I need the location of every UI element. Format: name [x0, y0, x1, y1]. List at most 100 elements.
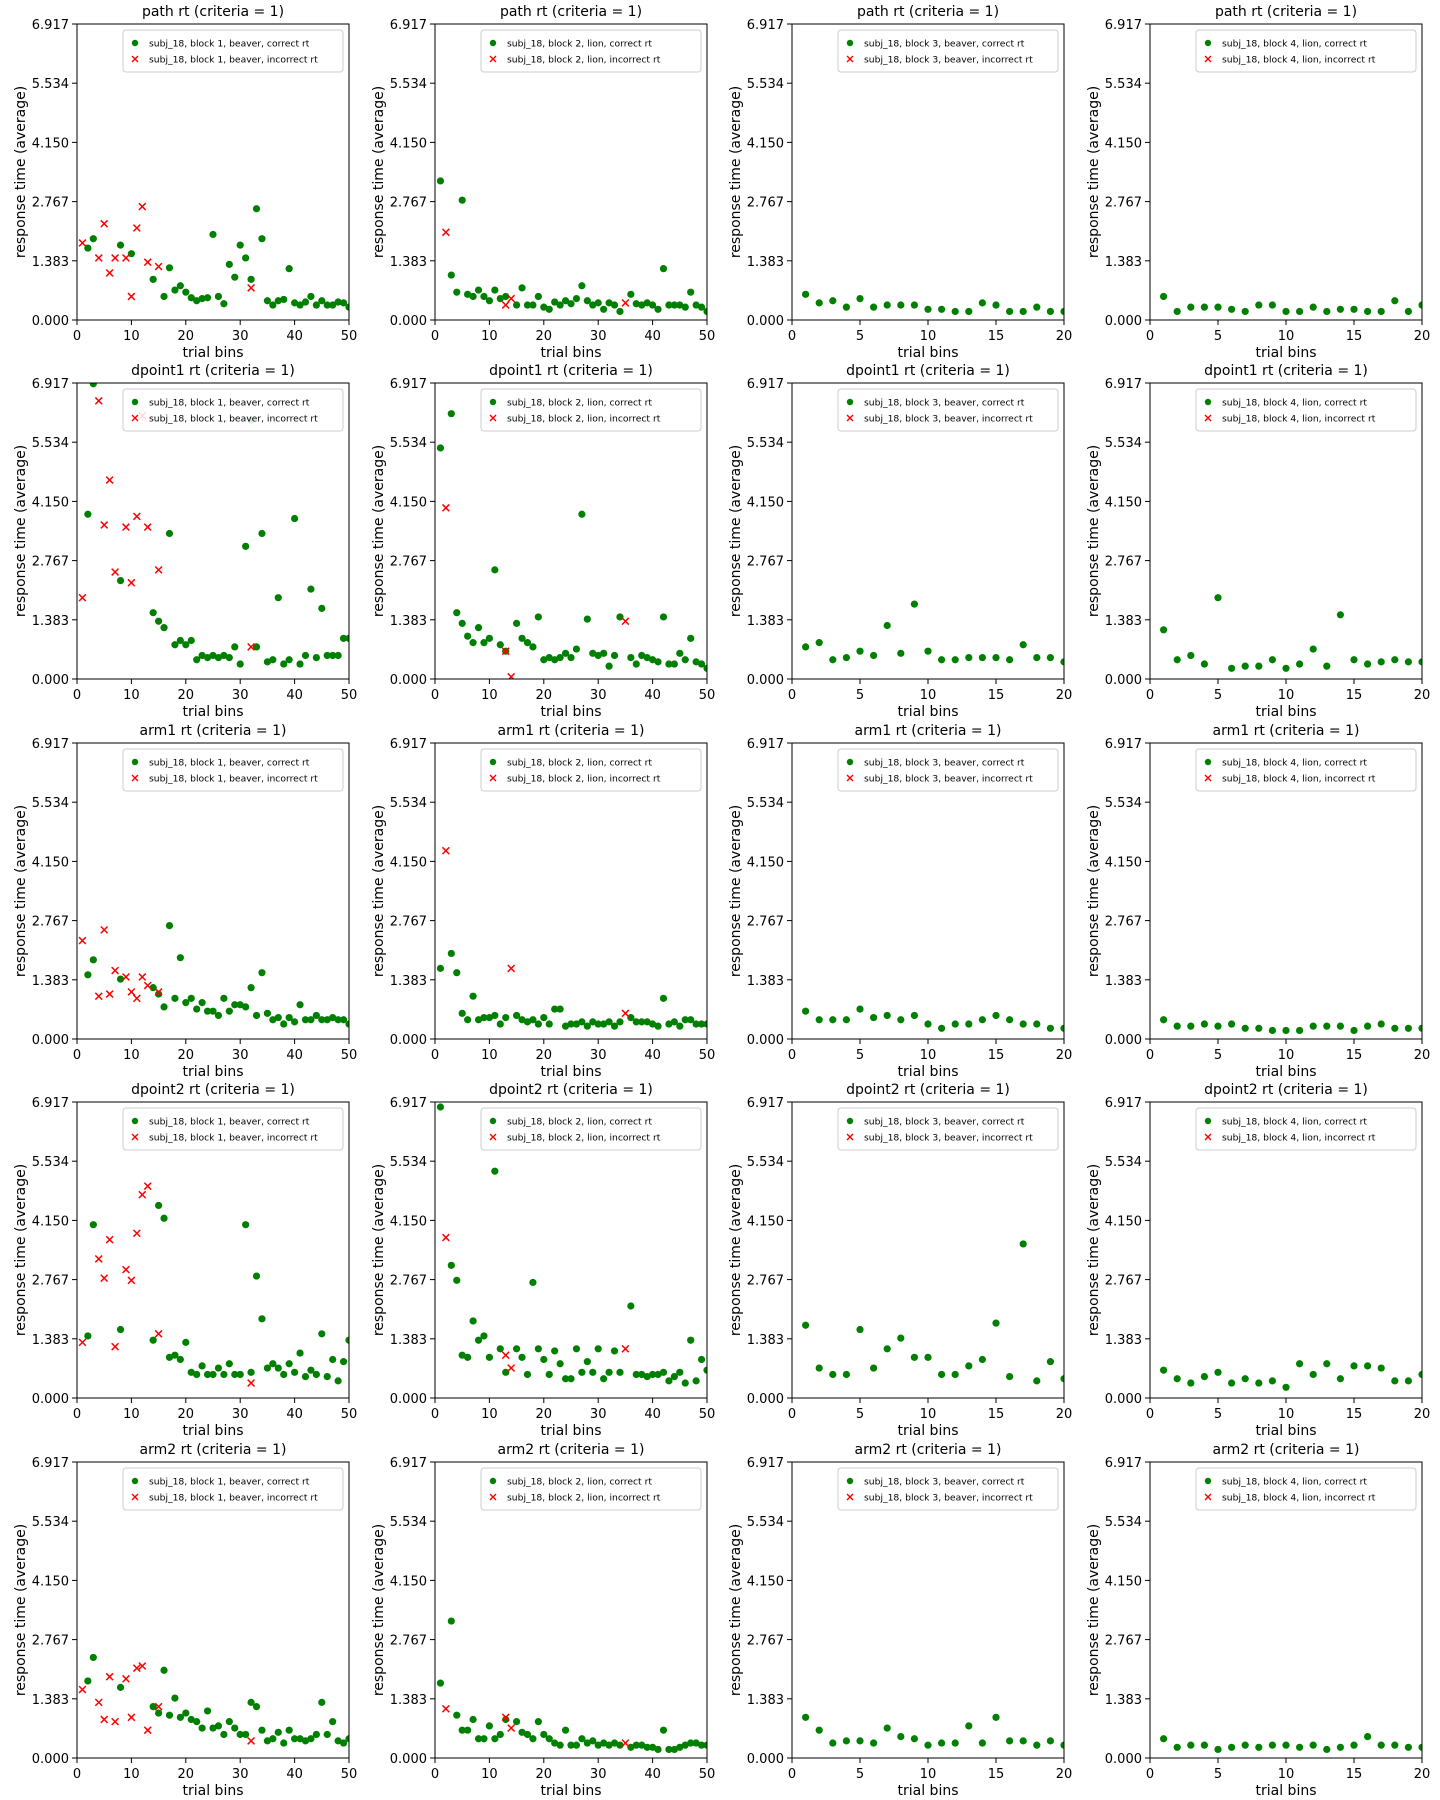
- data-point-correct: [540, 656, 548, 664]
- data-point-correct: [1033, 1020, 1041, 1028]
- y-tick-label: 4.150: [32, 1574, 69, 1589]
- data-point-correct: [951, 1370, 959, 1379]
- x-tick-label: 20: [1056, 1407, 1073, 1422]
- data-point-correct: [225, 1007, 233, 1015]
- data-point-incorrect: [143, 523, 152, 532]
- plot-area: [1160, 1733, 1422, 1754]
- data-point-correct: [924, 1020, 932, 1028]
- data-point-correct: [155, 1709, 163, 1717]
- data-point-correct: [436, 964, 445, 972]
- data-point-correct: [464, 1016, 472, 1024]
- data-point-correct: [242, 1221, 250, 1229]
- legend-entry: subj_18, block 1, beaver, incorrect rt: [149, 1493, 318, 1504]
- data-point-correct: [534, 613, 542, 621]
- data-point-correct: [345, 303, 349, 311]
- plot-area: [1160, 1016, 1422, 1035]
- y-tick-label: 5.534: [32, 77, 69, 92]
- legend: subj_18, block 2, lion, correct rt subj_1…: [480, 1467, 702, 1511]
- data-point-correct: [567, 654, 575, 662]
- x-tick-label: 50: [341, 688, 358, 703]
- data-point-correct: [703, 664, 707, 672]
- y-tick-label: 1.383: [32, 974, 69, 989]
- y-tick-label: 1.383: [1105, 1693, 1142, 1708]
- subplot-11: arm1 rt (criteria = 1) 0.000 1.383 2.767 4.1…: [728, 723, 1072, 1080]
- data-point-correct: [1336, 1022, 1344, 1030]
- legend-marker-correct: [846, 1477, 854, 1485]
- y-axis-label: response time (average): [13, 1164, 29, 1336]
- y-tick-label: 5.534: [1105, 436, 1142, 451]
- data-point-correct: [296, 301, 304, 309]
- data-point-correct: [485, 1722, 493, 1730]
- subplot-title: arm1 rt (criteria = 1): [140, 723, 287, 739]
- data-point-correct: [1350, 305, 1358, 313]
- data-point-correct: [540, 1730, 548, 1739]
- data-point-incorrect: [507, 1364, 516, 1372]
- y-tick-label: 5.534: [747, 436, 784, 451]
- x-tick-label: 0: [431, 1407, 439, 1422]
- data-point-correct: [897, 649, 905, 657]
- data-point-correct: [339, 1016, 348, 1024]
- axes-frame: [76, 23, 350, 321]
- data-point-correct: [1336, 1375, 1344, 1383]
- data-point-correct: [545, 1020, 553, 1028]
- legend-box: [122, 29, 344, 73]
- data-point-correct: [187, 636, 195, 645]
- data-point-correct: [924, 1353, 932, 1361]
- data-point-correct: [856, 1005, 864, 1013]
- data-point-correct: [116, 1325, 125, 1334]
- data-point-correct: [329, 1355, 337, 1364]
- x-tick-label: 0: [788, 1767, 796, 1782]
- data-point-correct: [491, 1735, 499, 1743]
- data-point-correct: [802, 643, 810, 651]
- data-point-correct: [842, 303, 851, 311]
- legend-marker-correct: [489, 39, 497, 47]
- data-point-correct: [203, 1370, 212, 1379]
- data-point-correct: [659, 1368, 668, 1376]
- data-point-correct: [220, 1730, 228, 1739]
- data-point-correct: [291, 1735, 299, 1743]
- legend-marker-correct: [489, 398, 497, 406]
- data-point-correct: [296, 660, 304, 668]
- data-point-correct: [1046, 1024, 1054, 1032]
- data-point-correct: [334, 298, 342, 306]
- y-tick-label: 1.383: [747, 255, 784, 270]
- data-point-correct: [523, 1730, 532, 1739]
- data-point-correct: [523, 1370, 532, 1379]
- x-axis-label: trial bins: [1256, 704, 1317, 720]
- data-point-correct: [1323, 307, 1331, 316]
- plot-area: [802, 600, 1064, 666]
- data-point-correct: [312, 1730, 320, 1739]
- data-point-correct: [1350, 656, 1358, 664]
- data-point-correct: [910, 1011, 919, 1020]
- legend-marker-correct: [1204, 398, 1212, 406]
- x-tick-label: 40: [644, 1048, 661, 1063]
- data-point-correct: [491, 566, 499, 574]
- x-tick-label: 20: [178, 329, 195, 344]
- legend-entry: subj_18, block 2, lion, incorrect rt: [507, 1493, 661, 1504]
- data-point-correct: [447, 410, 455, 418]
- y-axis-label: response time (average): [371, 86, 387, 258]
- y-tick-label: 2.767: [747, 1274, 784, 1289]
- y-tick-label: 1.383: [747, 974, 784, 989]
- y-tick-label: 1.383: [32, 614, 69, 629]
- x-axis-label: trial bins: [1256, 345, 1317, 361]
- data-point-correct: [1309, 1741, 1317, 1749]
- data-point-correct: [1364, 1022, 1372, 1030]
- legend-entry: subj_18, block 2, lion, correct rt: [507, 1117, 652, 1128]
- data-point-correct: [193, 1005, 201, 1013]
- y-axis-label: response time (average): [13, 805, 29, 977]
- data-point-correct: [312, 301, 320, 309]
- data-point-correct: [496, 1020, 504, 1028]
- data-point-correct: [567, 1375, 575, 1383]
- x-tick-label: 50: [699, 688, 716, 703]
- y-tick-label: 2.767: [1105, 1634, 1142, 1649]
- data-point-correct: [692, 1020, 700, 1028]
- y-tick-label: 0.000: [747, 1392, 784, 1407]
- data-point-correct: [978, 1739, 987, 1747]
- data-point-correct: [649, 656, 657, 664]
- data-point-correct: [187, 1368, 195, 1376]
- legend-entry: subj_18, block 1, beaver, correct rt: [149, 398, 310, 409]
- data-point-correct: [1214, 1022, 1222, 1030]
- plot-area: [802, 1005, 1064, 1032]
